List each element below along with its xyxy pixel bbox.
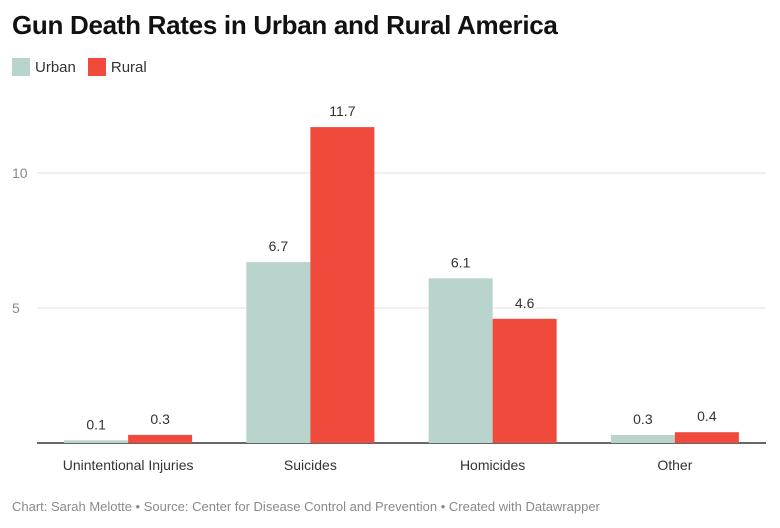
- legend-label-rural: Rural: [110, 58, 147, 76]
- legend-swatch-rural: [87, 58, 106, 76]
- legend-item-rural: Rural: [87, 58, 147, 76]
- data-label-rural-1: 11.7: [329, 103, 355, 119]
- y-tick-label-5: 5: [12, 300, 20, 316]
- bar-rural-2: [492, 318, 557, 443]
- legend: Urban Rural: [12, 58, 159, 76]
- bar-urban-1: [246, 262, 311, 443]
- bar-urban-0: [64, 440, 129, 443]
- legend-label-urban: Urban: [35, 58, 76, 76]
- data-label-urban-1: 6.7: [269, 238, 289, 254]
- chart-title: Gun Death Rates in Urban and Rural Ameri…: [12, 10, 558, 40]
- x-tick-label-0: Unintentional Injuries: [63, 457, 194, 473]
- data-label-rural-2: 4.6: [515, 295, 535, 311]
- x-tick-label-2: Homicides: [460, 457, 525, 473]
- bar-rural-1: [310, 127, 375, 443]
- data-label-urban-3: 0.3: [633, 411, 653, 427]
- legend-item-urban: Urban: [12, 58, 76, 76]
- bar-urban-2: [428, 278, 493, 443]
- bar-rural-3: [674, 432, 739, 443]
- data-label-urban-2: 6.1: [451, 254, 471, 270]
- y-tick-label-10: 10: [12, 165, 28, 181]
- footer-credit: Chart: Sarah Melotte • Source: Center fo…: [12, 499, 600, 514]
- legend-swatch-urban: [12, 58, 30, 76]
- x-tick-label-3: Other: [657, 457, 692, 473]
- data-label-rural-3: 0.4: [697, 408, 717, 424]
- data-label-urban-0: 0.1: [86, 416, 106, 432]
- bar-urban-3: [610, 434, 675, 443]
- data-label-rural-0: 0.3: [150, 411, 170, 427]
- bar-rural-0: [128, 434, 193, 443]
- x-tick-label-1: Suicides: [284, 457, 337, 473]
